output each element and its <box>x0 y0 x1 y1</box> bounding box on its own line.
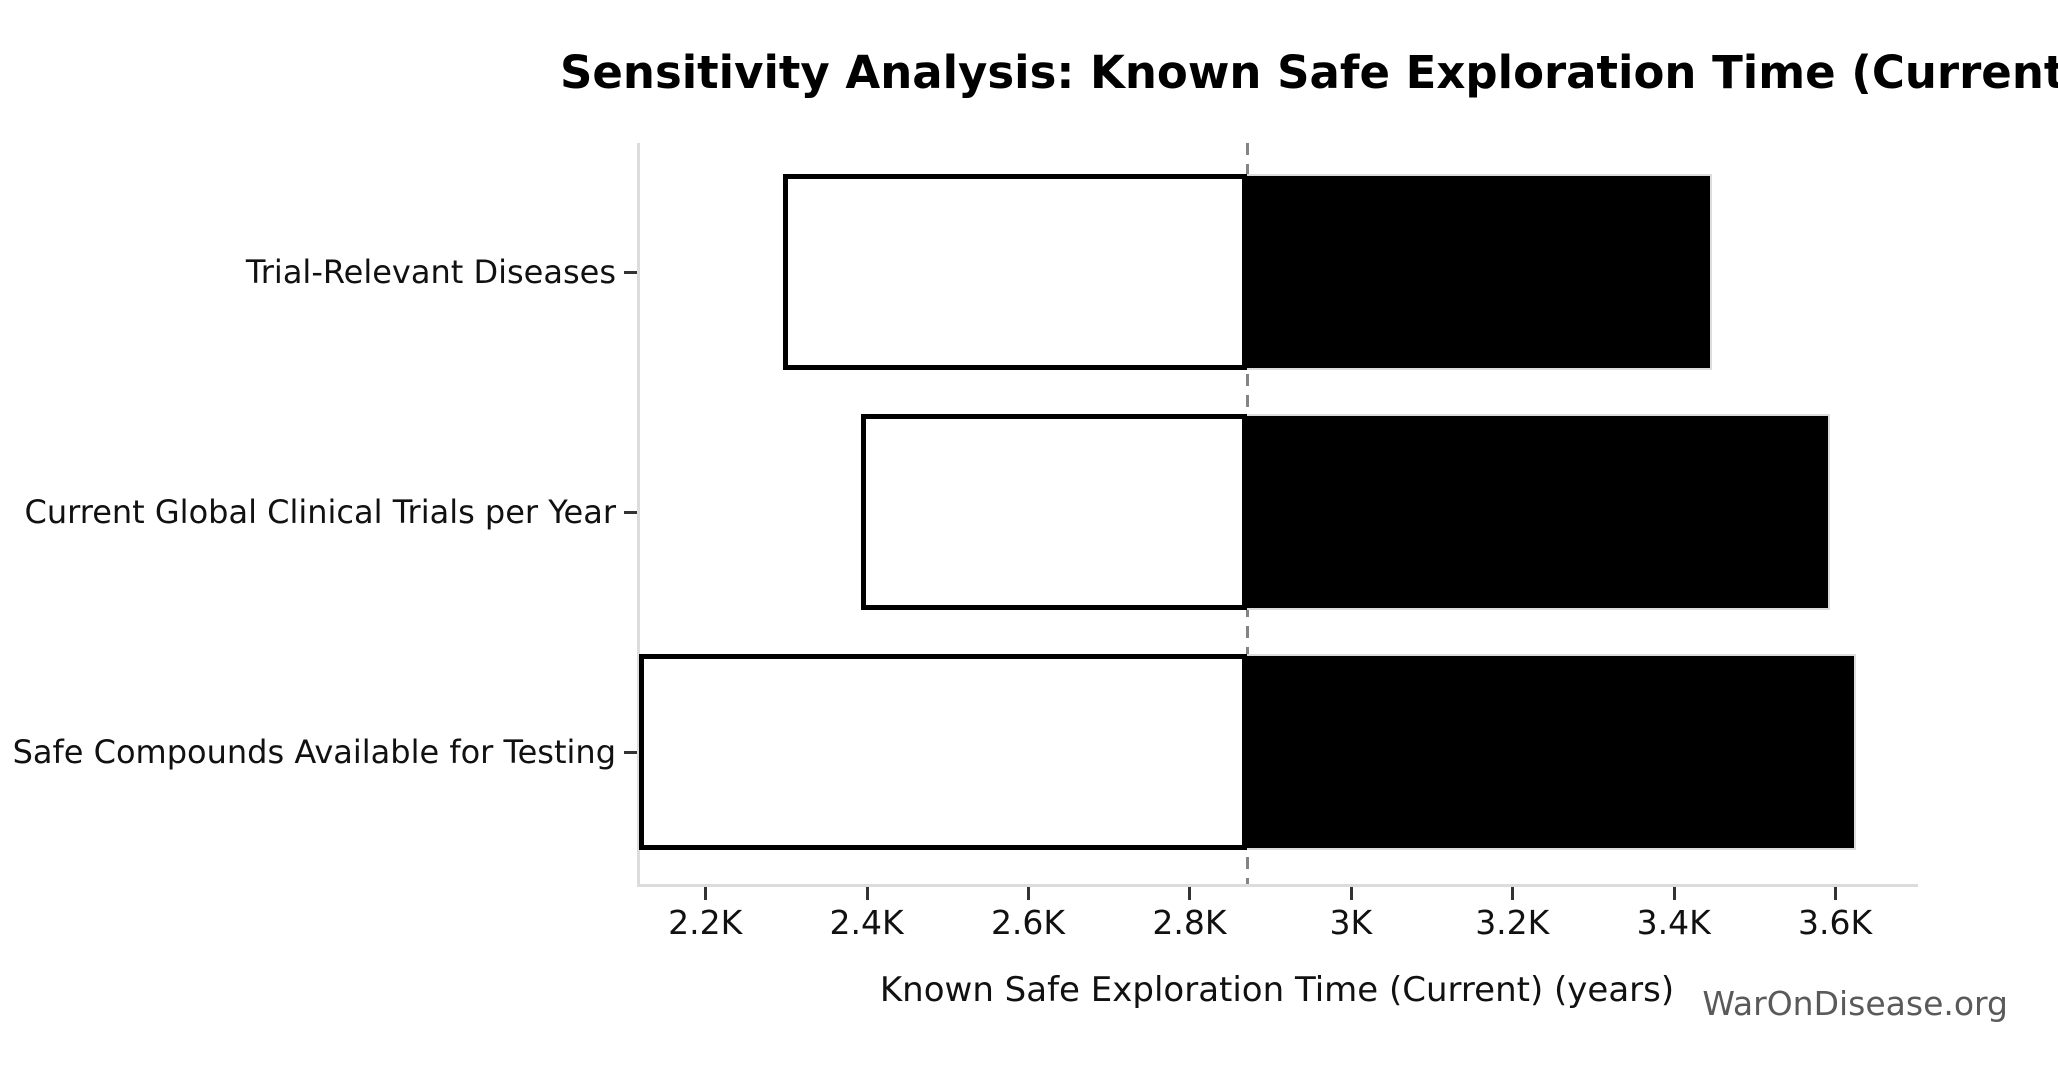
x-axis-spine <box>637 884 1918 887</box>
y-tick-mark <box>624 271 637 274</box>
x-tick-label: 2.8K <box>1152 903 1227 942</box>
category-label: Current Global Clinical Trials per Year <box>24 493 616 531</box>
x-tick-mark <box>1188 887 1192 900</box>
x-tick-label: 2.4K <box>829 903 904 942</box>
bar-low-segment <box>783 174 1247 370</box>
x-tick-label: 3.4K <box>1636 903 1711 942</box>
y-tick-mark <box>624 511 637 514</box>
x-axis-label: Known Safe Exploration Time (Current) (y… <box>879 970 1675 1010</box>
bar-high-segment <box>1246 414 1831 610</box>
x-tick-mark <box>704 887 708 900</box>
x-tick-mark <box>1027 887 1030 900</box>
category-label: Safe Compounds Available for Testing <box>12 733 616 771</box>
x-tick-label: 2.6K <box>990 903 1066 942</box>
bar-high-segment <box>1246 654 1857 850</box>
x-tick-mark <box>1511 887 1515 900</box>
bar-low-segment <box>860 414 1247 610</box>
y-tick-mark <box>624 751 637 754</box>
x-tick-label: 2.2K <box>668 903 743 942</box>
x-tick-label: 3K <box>1329 903 1373 942</box>
x-tick-label: 3.6K <box>1798 903 1873 942</box>
bar-low-segment <box>639 654 1247 850</box>
x-tick-label: 3.2K <box>1475 903 1550 942</box>
category-label: Trial-Relevant Diseases <box>245 253 616 291</box>
x-tick-mark <box>1672 887 1676 900</box>
watermark: WarOnDisease.org <box>1702 984 2008 1023</box>
y-axis-spine <box>637 143 640 887</box>
x-tick-mark <box>1349 887 1353 900</box>
chart-title: Sensitivity Analysis: Known Safe Explora… <box>560 46 2058 99</box>
x-tick-mark <box>865 887 869 900</box>
x-tick-mark <box>1834 887 1838 900</box>
bar-high-segment <box>1246 174 1712 370</box>
